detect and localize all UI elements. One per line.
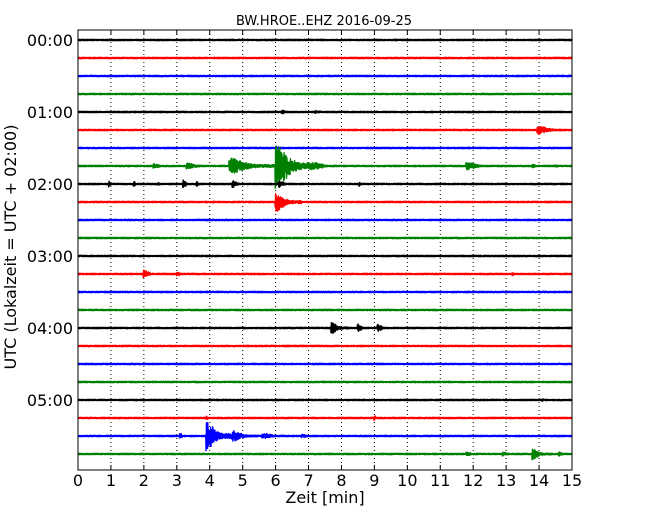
seismogram-trace-0300 — [77, 254, 573, 258]
seismogram-trace-0330 — [77, 290, 573, 294]
y-axis-label: UTC (Lokalzeit = UTC + 02:00) — [1, 125, 20, 370]
axes: 0 1 2 3 4 5 6 7 8 9 10 11 12 13 14 1500:0001:0002:0003:… — [27, 30, 582, 490]
seismogram-trace-0200 — [77, 179, 573, 189]
y-tick-label: 00:00 — [27, 31, 73, 50]
x-tick-label: 8 — [336, 471, 346, 490]
seismogram-trace-0415 — [77, 344, 573, 348]
seismogram-trace-0345 — [77, 308, 573, 312]
seismogram-trace-0315 — [77, 269, 573, 279]
x-tick-label: 4 — [205, 471, 215, 490]
seismogram-trace-0500 — [77, 398, 573, 403]
seismogram-trace-0215 — [77, 193, 573, 212]
x-tick-label: 9 — [369, 471, 379, 490]
plot-frame — [77, 29, 573, 471]
x-tick-label: 1 — [106, 471, 116, 490]
seismogram-trace-0000 — [77, 38, 573, 42]
x-tick-label: 2 — [139, 471, 149, 490]
x-tick-label: 10 — [397, 471, 417, 490]
seismogram-trace-0030 — [77, 74, 573, 78]
y-tick-label: 04:00 — [27, 319, 73, 338]
x-axis-label: Zeit [min] — [285, 488, 364, 507]
seismogram-trace-0145 — [77, 145, 573, 189]
seismogram-trace-0245 — [77, 236, 573, 240]
x-tick-label: 5 — [238, 471, 248, 490]
seismogram-trace-0530 — [77, 421, 573, 452]
x-tick-label: 3 — [172, 471, 182, 490]
grid — [78, 30, 572, 470]
seismogram-trace-0130 — [77, 146, 573, 150]
x-tick-label: 0 — [73, 471, 83, 490]
x-tick-label: 12 — [463, 471, 483, 490]
x-tick-label: 15 — [562, 471, 582, 490]
seismogram-trace-0515 — [77, 415, 573, 422]
chart-title: BW.HROE..EHZ 2016-09-25 — [236, 14, 412, 29]
seismogram-trace-0115 — [77, 125, 573, 135]
seismogram-trace-0230 — [77, 218, 573, 222]
y-tick-label: 02:00 — [27, 175, 73, 194]
x-tick-label: 6 — [271, 471, 281, 490]
seismogram-trace-0430 — [77, 362, 573, 366]
y-tick-label: 03:00 — [27, 247, 73, 266]
seismogram-trace-0400 — [77, 322, 573, 334]
x-tick-label: 14 — [529, 471, 549, 490]
x-tick-label: 13 — [496, 471, 516, 490]
traces — [77, 38, 573, 461]
seismogram-trace-0545 — [77, 448, 573, 461]
seismogram-trace-0015 — [77, 56, 573, 60]
seismogram-trace-0445 — [77, 380, 573, 384]
seismogram-trace-0100 — [77, 109, 573, 115]
x-tick-label: 7 — [303, 471, 313, 490]
y-tick-label: 05:00 — [27, 391, 73, 410]
seismogram-trace-0045 — [77, 92, 573, 96]
y-tick-label: 01:00 — [27, 103, 73, 122]
x-tick-label: 11 — [430, 471, 450, 490]
